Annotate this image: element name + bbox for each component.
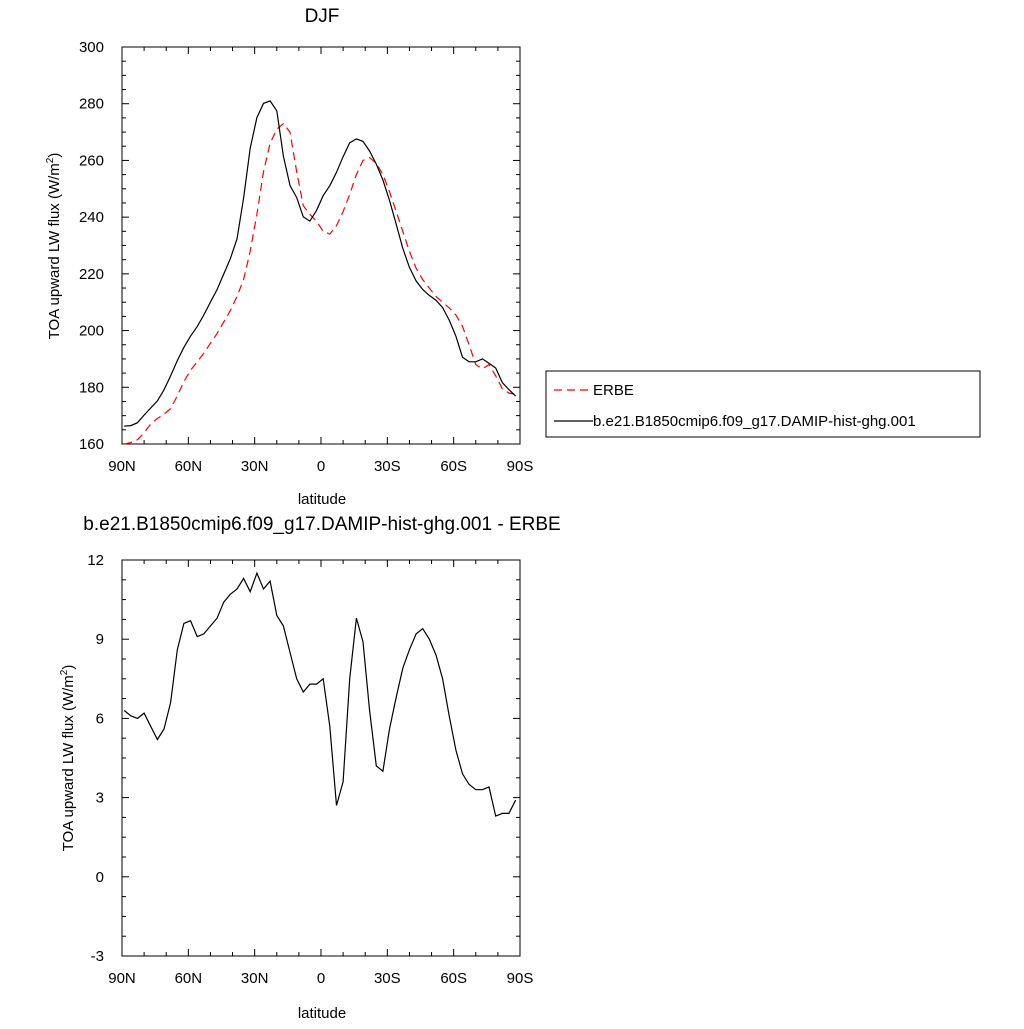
- y-tick-label: 6: [96, 710, 104, 727]
- y-tick-label: -3: [91, 948, 104, 965]
- x-tick-label: 30N: [241, 458, 269, 475]
- top-chart-ticks: [121, 46, 521, 445]
- y-tick-label: 300: [79, 39, 104, 56]
- bottom-chart-x-tick-labels: 90N 60N 30N 0 30S 60S 90S: [108, 970, 533, 987]
- x-tick-label: 90N: [108, 458, 136, 475]
- top-chart: DJF 160 180 200 220 240 260 280 300 90N 60N 30N 0 3…: [45, 6, 533, 508]
- y-tick-label: 9: [96, 631, 104, 648]
- x-tick-label: 30N: [241, 970, 269, 987]
- x-tick-label: 0: [317, 458, 325, 475]
- x-tick-label: 90S: [507, 458, 534, 475]
- top-chart-series-model-line: [124, 100, 517, 427]
- y-tick-label: 220: [79, 266, 104, 283]
- y-tick-label: 260: [79, 152, 104, 169]
- x-tick-label: 90S: [507, 970, 534, 987]
- y-tick-label: 160: [79, 436, 104, 453]
- bottom-chart: b.e21.B1850cmip6.f09_g17.DAMIP-hist-ghg.…: [59, 514, 561, 1022]
- y-tick-label: 240: [79, 209, 104, 226]
- top-chart-x-axis-label: latitude: [298, 491, 346, 508]
- y-tick-label: 12: [87, 552, 104, 569]
- x-tick-label: 0: [317, 970, 325, 987]
- x-tick-label: 60N: [175, 970, 203, 987]
- bottom-chart-x-axis-label: latitude: [298, 1005, 346, 1022]
- bottom-chart-y-tick-labels: -3 0 3 6 9 12: [87, 552, 104, 965]
- legend-model-label: b.e21.B1850cmip6.f09_g17.DAMIP-hist-ghg.…: [593, 413, 916, 430]
- x-tick-label: 90N: [108, 970, 136, 987]
- y-tick-label: 280: [79, 96, 104, 113]
- bottom-chart-y-axis-label: TOA upward LW flux (W/m2): [59, 665, 77, 852]
- top-chart-x-tick-labels: 90N 60N 30N 0 30S 60S 90S: [108, 458, 533, 475]
- x-tick-label: 30S: [374, 458, 401, 475]
- bottom-chart-frame: [121, 559, 521, 957]
- x-tick-label: 60S: [440, 970, 467, 987]
- legend-box: [545, 370, 981, 438]
- top-chart-title: DJF: [305, 6, 340, 27]
- top-chart-y-tick-labels: 160 180 200 220 240 260 280 300: [79, 39, 104, 453]
- top-chart-y-axis-label: TOA upward LW flux (W/m2): [45, 153, 63, 340]
- x-tick-label: 60N: [175, 458, 203, 475]
- bottom-chart-difference-line: [123, 571, 517, 817]
- bottom-chart-ticks: [121, 559, 521, 957]
- legend-erbe-label: ERBE: [593, 382, 634, 399]
- x-tick-label: 60S: [440, 458, 467, 475]
- legend: ERBE b.e21.B1850cmip6.f09_g17.DAMIP-hist…: [545, 370, 981, 438]
- x-tick-label: 30S: [374, 970, 401, 987]
- top-chart-frame: [121, 46, 521, 445]
- y-tick-label: 200: [79, 323, 104, 340]
- top-chart-series-erbe-line: [124, 122, 516, 445]
- y-tick-label: 180: [79, 379, 104, 396]
- bottom-chart-title: b.e21.B1850cmip6.f09_g17.DAMIP-hist-ghg.…: [83, 514, 560, 535]
- y-tick-label: 3: [96, 790, 104, 807]
- y-tick-label: 0: [96, 869, 104, 886]
